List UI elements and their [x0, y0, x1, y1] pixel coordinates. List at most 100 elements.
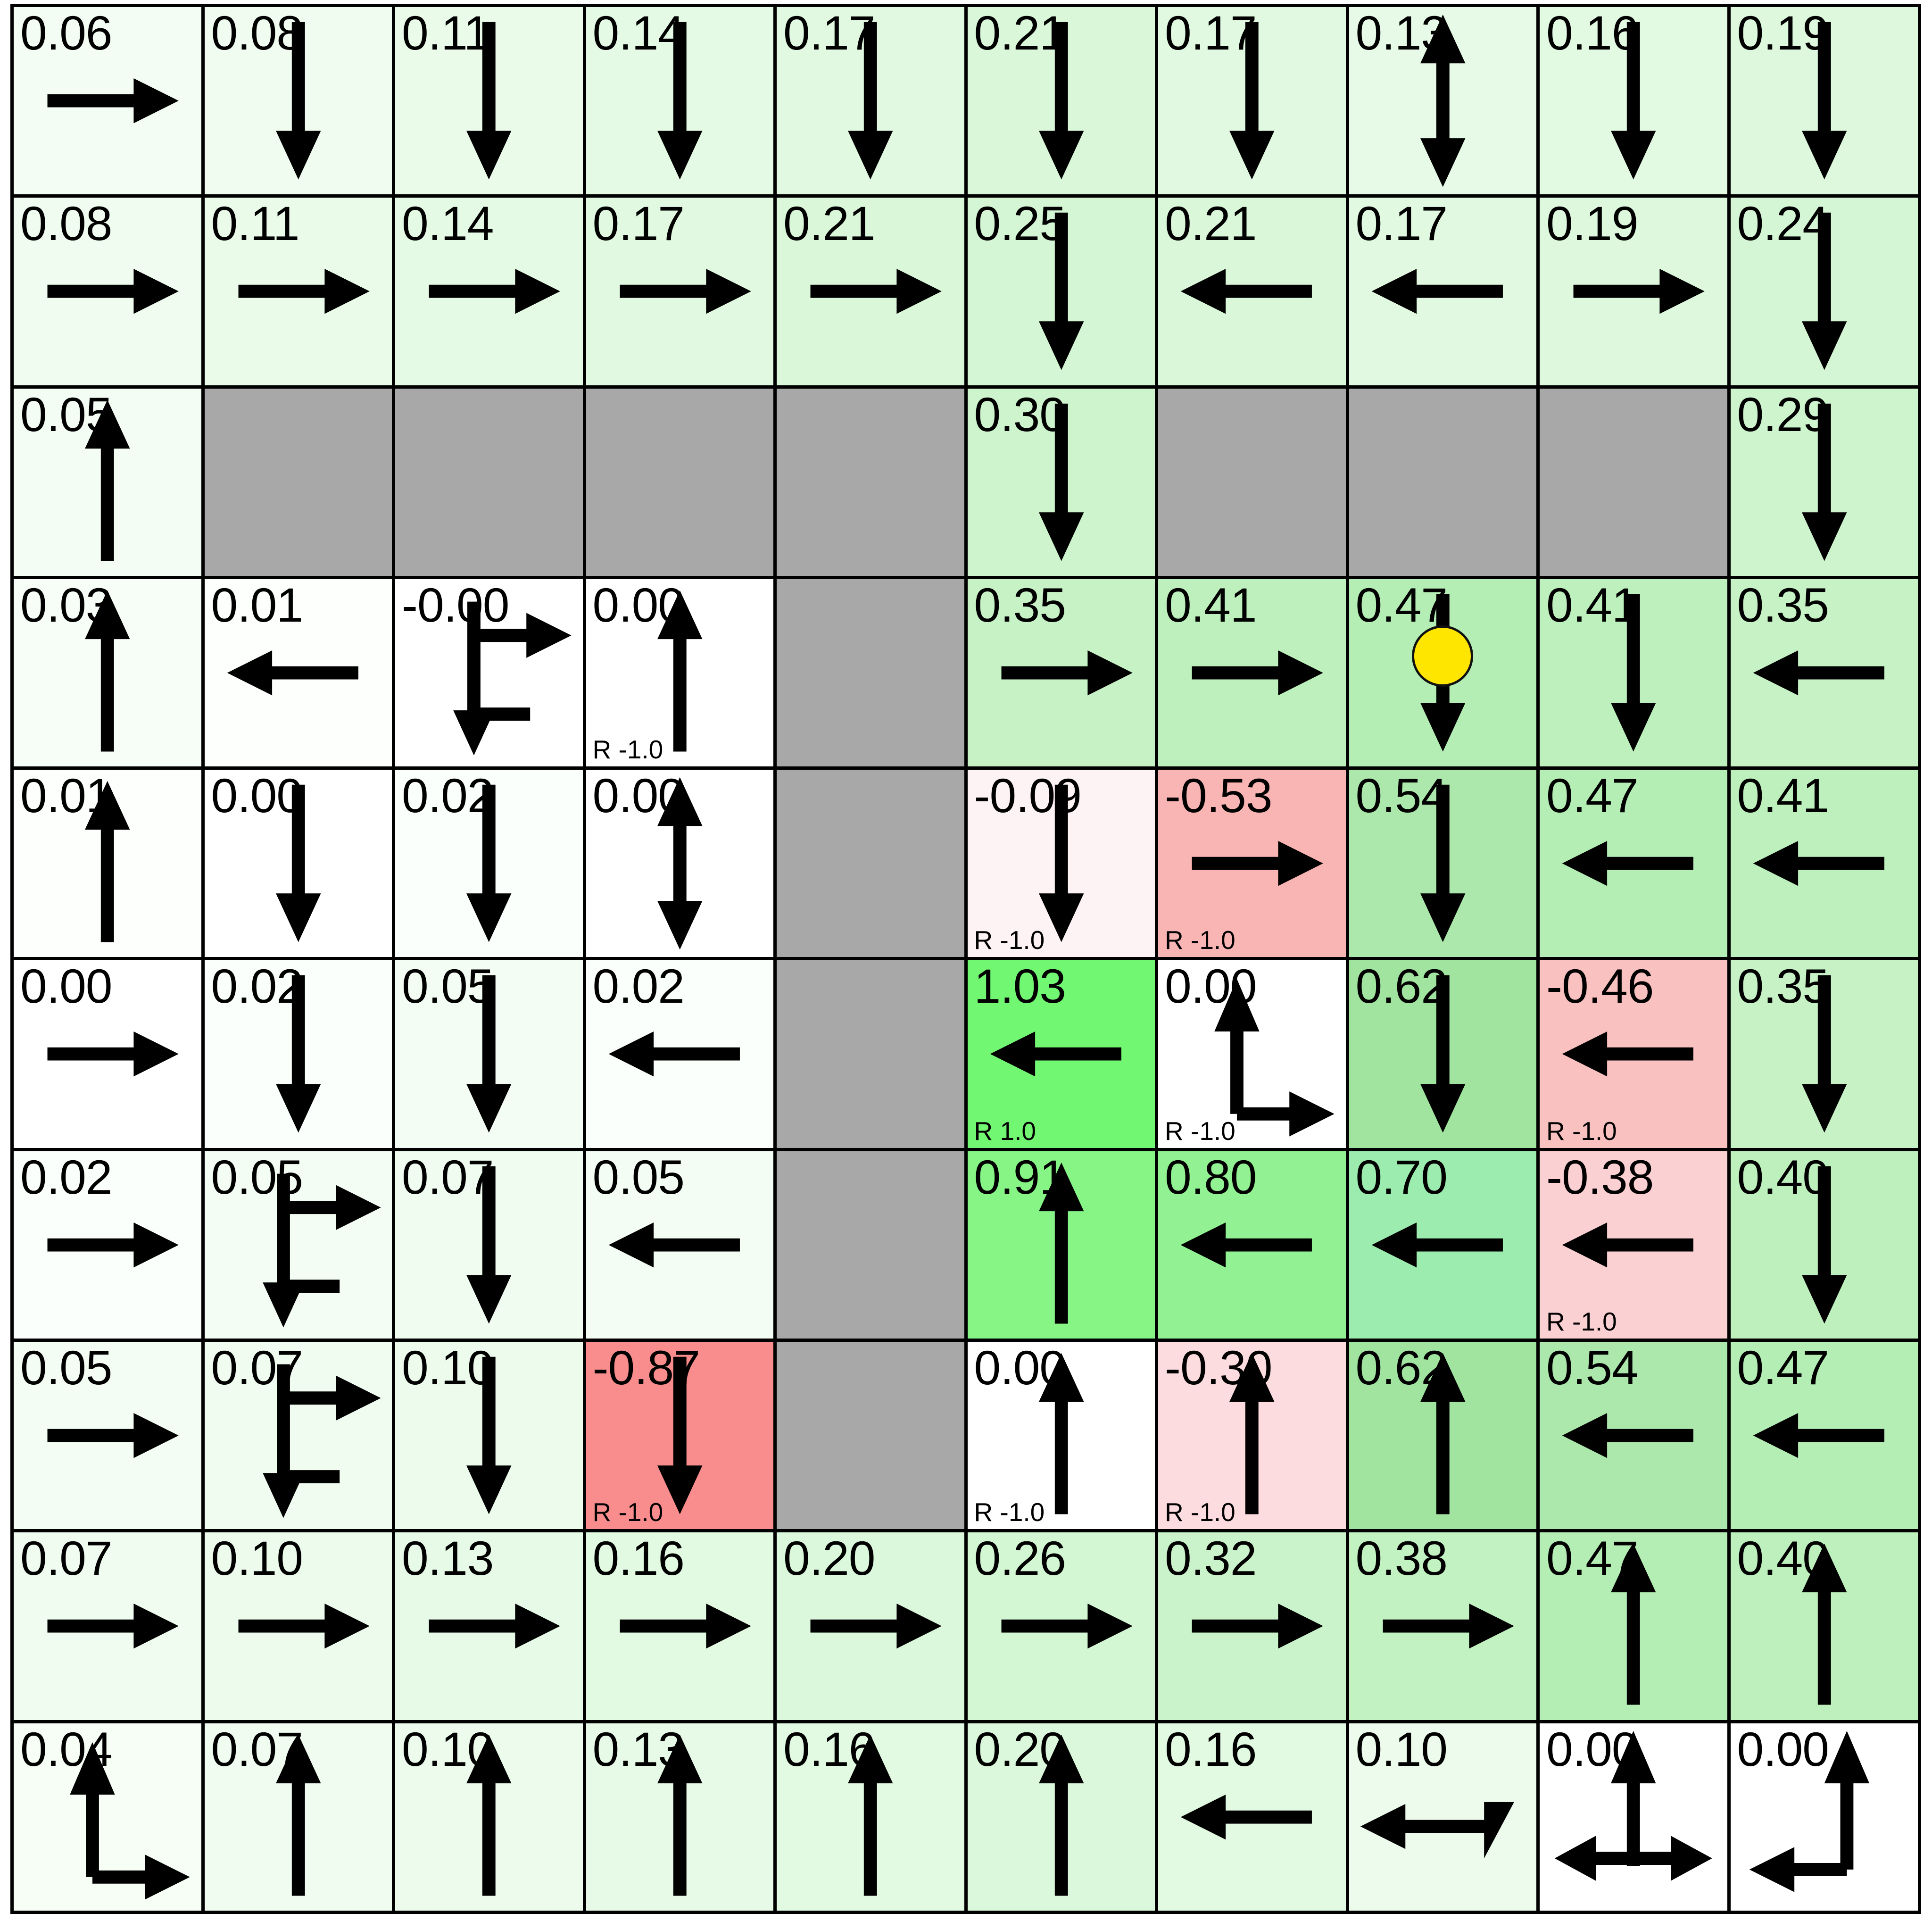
grid-cell[interactable]: 0.80 [1155, 1148, 1349, 1342]
grid-cell[interactable]: 0.02 [10, 1148, 205, 1342]
grid-cell[interactable]: 0.21 [1155, 194, 1349, 389]
grid-cell[interactable]: 0.41 [1727, 766, 1921, 961]
grid-cell[interactable]: 0.07 [392, 1148, 586, 1342]
grid-cell[interactable]: 0.62 [1345, 1339, 1540, 1533]
grid-cell[interactable]: 0.47 [1345, 575, 1540, 770]
grid-cell[interactable]: 0.35 [1727, 575, 1921, 770]
grid-cell[interactable]: 0.21 [964, 3, 1158, 198]
grid-cell[interactable]: 0.35 [1727, 957, 1921, 1151]
grid-cell[interactable]: 0.07 [201, 1339, 395, 1533]
grid-cell[interactable]: 0.11 [201, 194, 395, 389]
grid-cell[interactable]: 0.20 [964, 1720, 1158, 1914]
grid-cell[interactable]: 0.47 [1727, 1339, 1921, 1533]
grid-cell[interactable]: 0.10 [1345, 1720, 1540, 1914]
grid-cell[interactable]: 0.16 [1155, 1720, 1349, 1914]
grid-cell[interactable]: 0.16 [1536, 3, 1731, 198]
grid-cell[interactable]: 0.08 [10, 194, 205, 389]
grid-cell[interactable]: 0.07 [10, 1529, 205, 1723]
grid-cell[interactable]: 0.17 [1345, 194, 1540, 389]
grid-cell[interactable]: -0.09 R -1.0 [964, 766, 1158, 961]
grid-cell[interactable]: 0.00 [1727, 1720, 1921, 1914]
grid-cell[interactable]: 0.04 [10, 1720, 205, 1914]
grid-cell[interactable]: 0.05 [582, 1148, 777, 1342]
grid-cell[interactable]: 0.47 [1536, 766, 1731, 961]
grid-cell[interactable]: 0.47 [1536, 1529, 1731, 1723]
grid-cell[interactable]: 0.02 [392, 766, 586, 961]
grid-cell[interactable]: 0.16 [582, 1529, 777, 1723]
grid-cell[interactable]: 0.14 [582, 3, 777, 198]
grid-cell[interactable]: 0.29 [1727, 385, 1921, 579]
grid-cell[interactable]: -0.46 R -1.0 [1536, 957, 1731, 1151]
grid-cell[interactable]: 0.17 [773, 3, 968, 198]
grid-cell-wall[interactable] [392, 385, 586, 579]
grid-cell[interactable]: 0.01 [10, 766, 205, 961]
grid-cell[interactable]: 0.06 [10, 3, 205, 198]
grid-cell[interactable]: 0.10 [392, 1339, 586, 1533]
grid-cell[interactable]: 0.40 [1727, 1529, 1921, 1723]
grid-cell-wall[interactable] [1345, 385, 1540, 579]
grid-cell[interactable]: 0.00 [10, 957, 205, 1151]
grid-cell[interactable]: 0.24 [1727, 194, 1921, 389]
grid-cell[interactable]: 0.30 [964, 385, 1158, 579]
grid-cell-wall[interactable] [773, 1148, 968, 1342]
grid-cell[interactable]: 0.00 [201, 766, 395, 961]
grid-cell[interactable]: 0.00 R -1.0 [582, 575, 777, 770]
grid-cell[interactable]: 0.02 [582, 957, 777, 1151]
grid-cell-wall[interactable] [773, 1339, 968, 1533]
grid-cell[interactable]: -0.87 R -1.0 [582, 1339, 777, 1533]
grid-cell[interactable]: 0.05 [10, 1339, 205, 1533]
grid-cell[interactable]: 0.19 [1536, 194, 1731, 389]
grid-cell[interactable]: -0.30 R -1.0 [1155, 1339, 1349, 1533]
grid-cell[interactable]: 0.10 [392, 1720, 586, 1914]
grid-cell[interactable]: 0.00 R -1.0 [964, 1339, 1158, 1533]
grid-cell[interactable]: 0.25 [964, 194, 1158, 389]
grid-cell[interactable]: 0.00 R -1.0 [1155, 957, 1349, 1151]
grid-cell[interactable]: 1.03 R 1.0 [964, 957, 1158, 1151]
grid-cell[interactable]: 0.14 [392, 194, 586, 389]
grid-cell[interactable]: 0.10 [201, 1529, 395, 1723]
grid-cell[interactable]: 0.41 [1155, 575, 1349, 770]
grid-cell[interactable]: 0.32 [1155, 1529, 1349, 1723]
grid-cell-wall[interactable] [773, 575, 968, 770]
grid-cell[interactable]: 0.26 [964, 1529, 1158, 1723]
grid-cell[interactable]: 0.00 [582, 766, 777, 961]
grid-cell[interactable]: 0.19 [1727, 3, 1921, 198]
grid-cell[interactable]: 0.13 [582, 1720, 777, 1914]
grid-cell[interactable]: 0.91 [964, 1148, 1158, 1342]
grid-cell[interactable]: 0.17 [582, 194, 777, 389]
grid-cell[interactable]: -0.00 [392, 575, 586, 770]
grid-cell[interactable]: 0.35 [964, 575, 1158, 770]
grid-cell[interactable]: 0.05 [201, 1148, 395, 1342]
grid-cell[interactable]: 0.13 [1345, 3, 1540, 198]
grid-cell[interactable]: 0.05 [10, 385, 205, 579]
grid-cell-wall[interactable] [1155, 385, 1349, 579]
grid-cell[interactable]: 0.08 [201, 3, 395, 198]
grid-cell-wall[interactable] [582, 385, 777, 579]
grid-cell[interactable]: 0.16 [773, 1720, 968, 1914]
grid-cell[interactable]: 0.54 [1345, 766, 1540, 961]
grid-cell[interactable]: 0.05 [392, 957, 586, 1151]
grid-cell[interactable]: 0.54 [1536, 1339, 1731, 1533]
grid-cell[interactable]: 0.13 [392, 1529, 586, 1723]
grid-cell[interactable]: -0.53 R -1.0 [1155, 766, 1349, 961]
grid-cell[interactable]: 0.41 [1536, 575, 1731, 770]
grid-cell-wall[interactable] [773, 766, 968, 961]
grid-cell[interactable]: 0.01 [201, 575, 395, 770]
grid-cell[interactable]: 0.20 [773, 1529, 968, 1723]
grid-cell[interactable]: 0.38 [1345, 1529, 1540, 1723]
grid-cell[interactable]: 0.00 [1536, 1720, 1731, 1914]
grid-cell-wall[interactable] [201, 385, 395, 579]
grid-cell-wall[interactable] [773, 385, 968, 579]
grid-cell-wall[interactable] [1536, 385, 1731, 579]
grid-cell-wall[interactable] [773, 957, 968, 1151]
grid-cell[interactable]: 0.03 [10, 575, 205, 770]
grid-cell[interactable]: -0.38 R -1.0 [1536, 1148, 1731, 1342]
grid-cell[interactable]: 0.70 [1345, 1148, 1540, 1342]
grid-cell[interactable]: 0.21 [773, 194, 968, 389]
grid-cell[interactable]: 0.62 [1345, 957, 1540, 1151]
grid-cell[interactable]: 0.02 [201, 957, 395, 1151]
grid-cell[interactable]: 0.40 [1727, 1148, 1921, 1342]
grid-cell[interactable]: 0.11 [392, 3, 586, 198]
grid-cell[interactable]: 0.17 [1155, 3, 1349, 198]
grid-cell[interactable]: 0.07 [201, 1720, 395, 1914]
